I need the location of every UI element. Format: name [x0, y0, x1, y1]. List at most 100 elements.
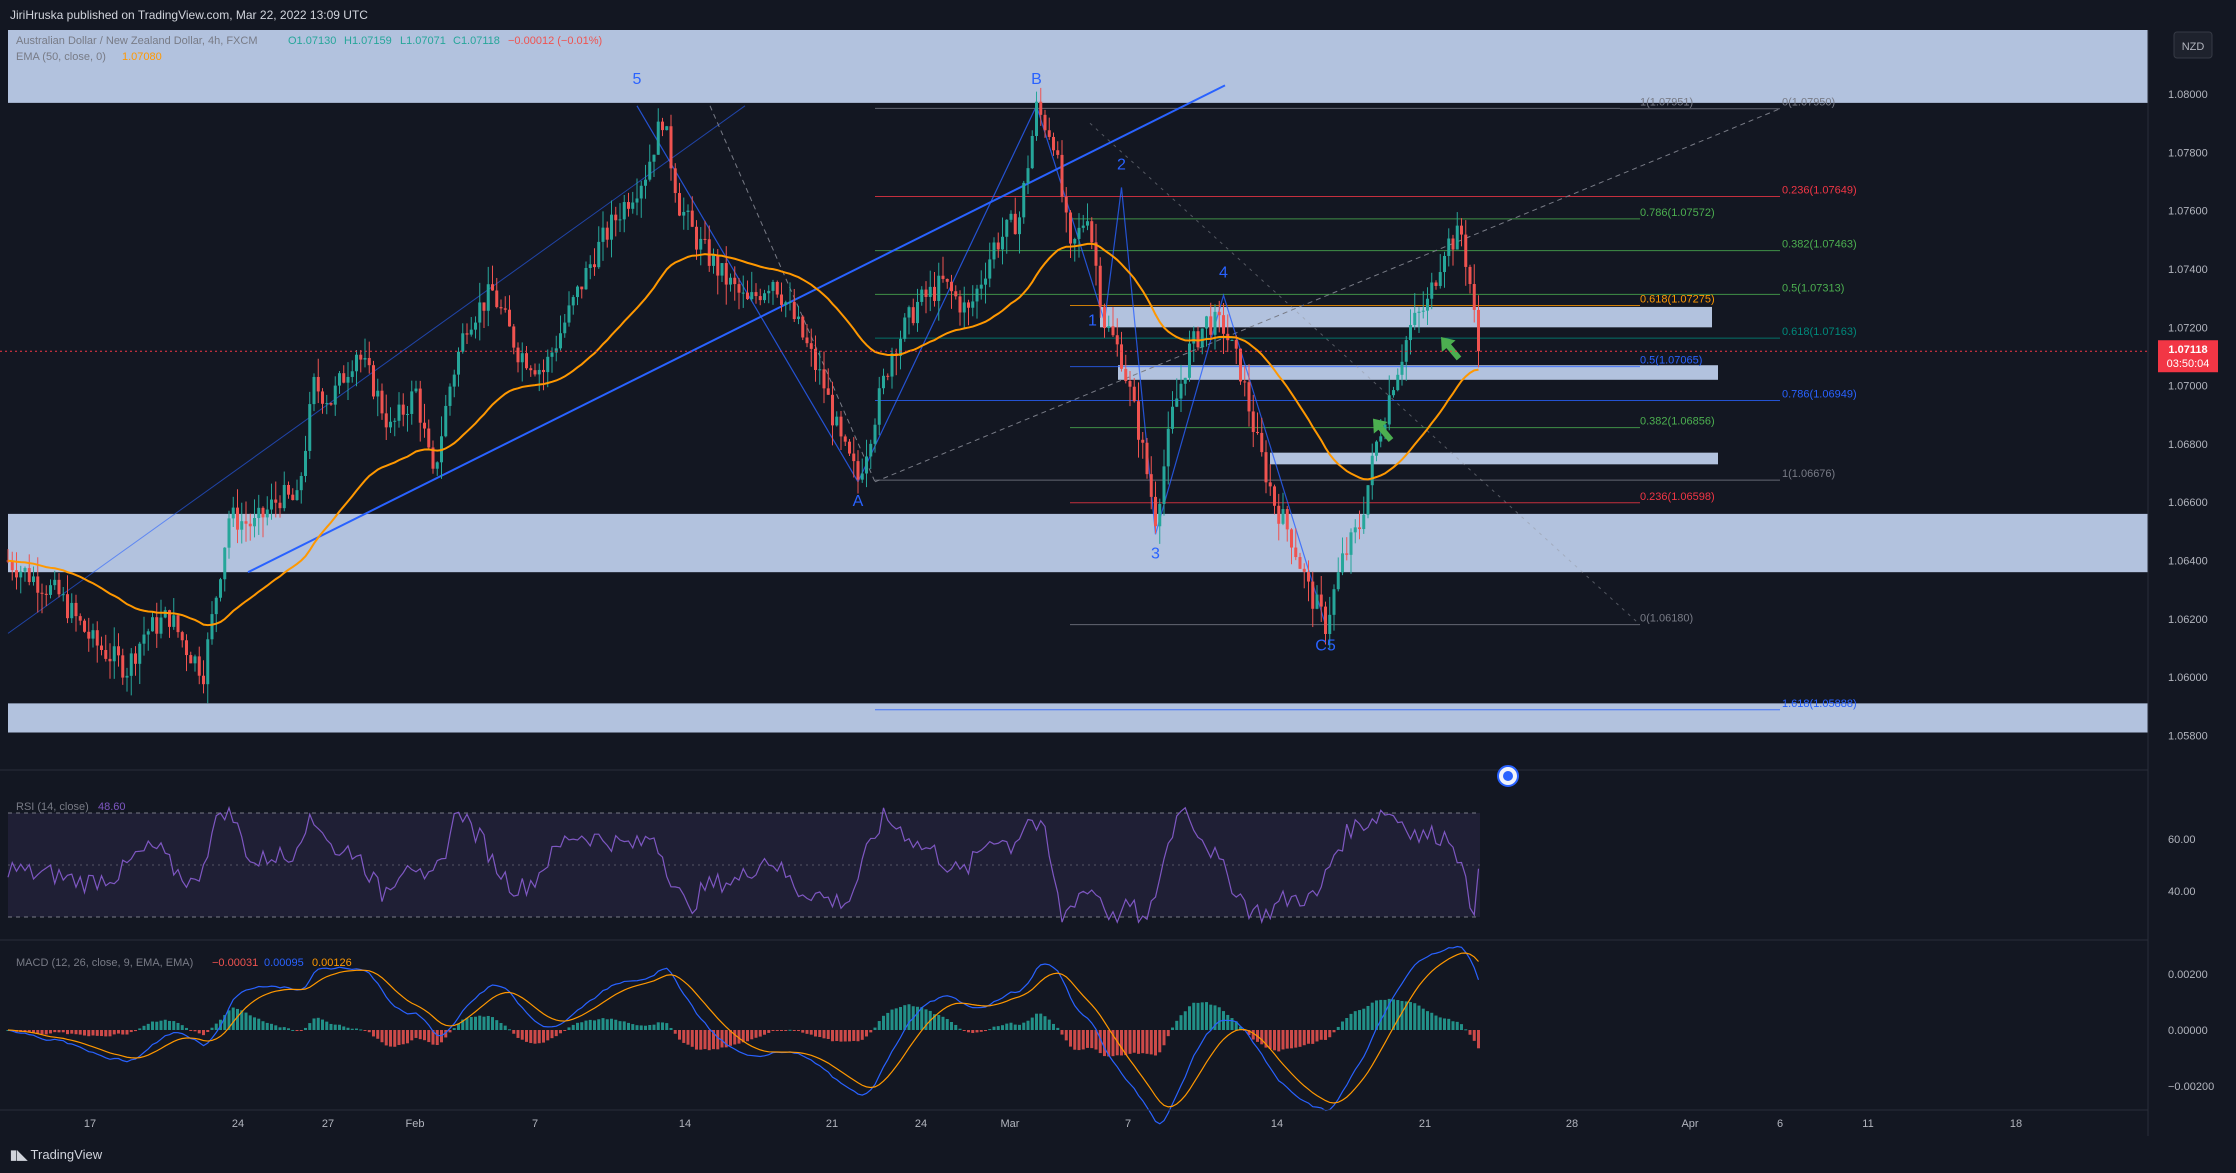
macd-histogram-bar [1426, 1011, 1429, 1030]
legend-macd-line: 0.00095 [264, 957, 304, 969]
candle-body [435, 462, 439, 469]
candle-body [1438, 272, 1442, 286]
macd-tick-label: 0.00200 [2168, 969, 2208, 981]
candle-body [465, 333, 469, 335]
macd-histogram-bar [1477, 1030, 1480, 1049]
candle-body [87, 631, 91, 639]
macd-histogram-bar [848, 1030, 851, 1042]
candle-body [996, 242, 1000, 250]
candle-body [265, 509, 269, 518]
candle-body [244, 521, 248, 524]
macd-histogram-bar [1451, 1021, 1455, 1030]
macd-histogram-bar [1430, 1012, 1434, 1030]
macd-histogram-bar [839, 1030, 843, 1042]
macd-histogram-bar [984, 1030, 987, 1032]
macd-histogram-bar [1239, 1026, 1242, 1030]
macd-histogram-bar [1315, 1030, 1319, 1042]
macd-histogram-bar [206, 1030, 210, 1033]
candle-body [495, 290, 499, 308]
wave-label: 5 [633, 71, 642, 88]
macd-histogram-bar [1362, 1008, 1366, 1030]
candle-body [1285, 509, 1289, 530]
candle-body [338, 373, 341, 386]
macd-histogram-bar [53, 1030, 57, 1033]
currency-badge[interactable]: NZD [2173, 31, 2213, 59]
candle-body [19, 571, 23, 578]
macd-histogram-bar [1260, 1030, 1264, 1045]
candle-body [890, 353, 894, 377]
candle-body [1200, 328, 1204, 348]
macd-histogram-bar [1396, 1000, 1400, 1030]
fib-level-label: 1(1.07951) [1640, 96, 1693, 108]
macd-histogram-bar [1404, 1001, 1408, 1030]
candle-body [1175, 398, 1179, 407]
macd-histogram-bar [882, 1015, 885, 1030]
fib-level-label: 0.5(1.07313) [1782, 282, 1844, 294]
candle-body [835, 416, 839, 426]
macd-histogram-bar [593, 1020, 596, 1030]
macd-histogram-bar [1375, 1000, 1378, 1030]
candle-body [1222, 315, 1225, 334]
candle-body [563, 322, 567, 334]
candle-body [984, 278, 987, 285]
candle-body [580, 286, 584, 290]
candle-body [567, 305, 571, 323]
macd-histogram-bar [1230, 1018, 1234, 1030]
candle-body [1128, 381, 1132, 387]
candle-body [758, 296, 762, 301]
macd-histogram-bar [856, 1030, 860, 1042]
candle-body [635, 198, 639, 203]
candle-body [1239, 348, 1242, 382]
macd-histogram-bar [1115, 1030, 1119, 1056]
candle-body [877, 388, 881, 425]
candle-body [304, 450, 307, 476]
price-zone [1118, 365, 1718, 380]
last-price-badge: 1.07118 03:50:04 [2158, 340, 2218, 373]
macd-histogram-bar [860, 1030, 864, 1040]
candle-body [355, 354, 358, 372]
publish-header: JiriHruska published on TradingView.com,… [0, 0, 2236, 30]
candle-body [1370, 455, 1374, 486]
chart-svg[interactable]: 1(1.07951) 0(1.07950) 0.236(1.07649) 0.786(… [0, 30, 2236, 1136]
candle-body [274, 499, 278, 503]
bar-countdown: 03:50:04 [2167, 358, 2210, 370]
macd-histogram-bar [546, 1030, 550, 1041]
candle-body [1426, 298, 1429, 311]
macd-histogram-bar [1319, 1030, 1323, 1040]
tradingview-logo-icon[interactable]: ▮◣ [10, 1147, 28, 1162]
candle-body [584, 267, 588, 290]
candle-body [155, 617, 159, 634]
candle-body [461, 333, 465, 352]
arrow-shape [1373, 418, 1394, 443]
macd-histogram-bar [1417, 1005, 1421, 1030]
chart-area[interactable]: 1(1.07951) 0(1.07950) 0.236(1.07649) 0.786(… [0, 30, 2236, 1136]
price-tick-label: 1.08000 [2168, 89, 2208, 101]
candle-body [1277, 505, 1281, 524]
candle-body [197, 656, 201, 676]
candle-body [618, 219, 622, 221]
candle-body [614, 214, 618, 221]
macd-histogram-bar [100, 1030, 103, 1037]
ema-50-line [7, 242, 1479, 627]
macd-histogram-bar [784, 1030, 788, 1031]
candle-body [1366, 485, 1370, 515]
macd-histogram-bar [1298, 1030, 1302, 1047]
macd-histogram-bar [775, 1030, 779, 1031]
candle-body [346, 376, 350, 383]
candle-body [1073, 238, 1077, 244]
macd-histogram-bar [112, 1030, 116, 1035]
macd-histogram-bar [763, 1030, 766, 1035]
time-tick-label: 7 [532, 1118, 538, 1130]
macd-histogram-bar [244, 1012, 248, 1030]
globe-icon[interactable] [1497, 765, 1519, 787]
macd-histogram-bar [23, 1030, 27, 1032]
macd-histogram-bar [1464, 1029, 1468, 1031]
macd-histogram-bar [231, 1007, 235, 1030]
candle-body [193, 656, 197, 664]
macd-histogram-bar [1387, 998, 1391, 1030]
macd-histogram-bar [1277, 1030, 1281, 1052]
macd-histogram-bar [316, 1017, 320, 1030]
macd-histogram-bar [1341, 1021, 1344, 1030]
candle-body [979, 284, 983, 289]
macd-histogram-bar [44, 1030, 48, 1035]
